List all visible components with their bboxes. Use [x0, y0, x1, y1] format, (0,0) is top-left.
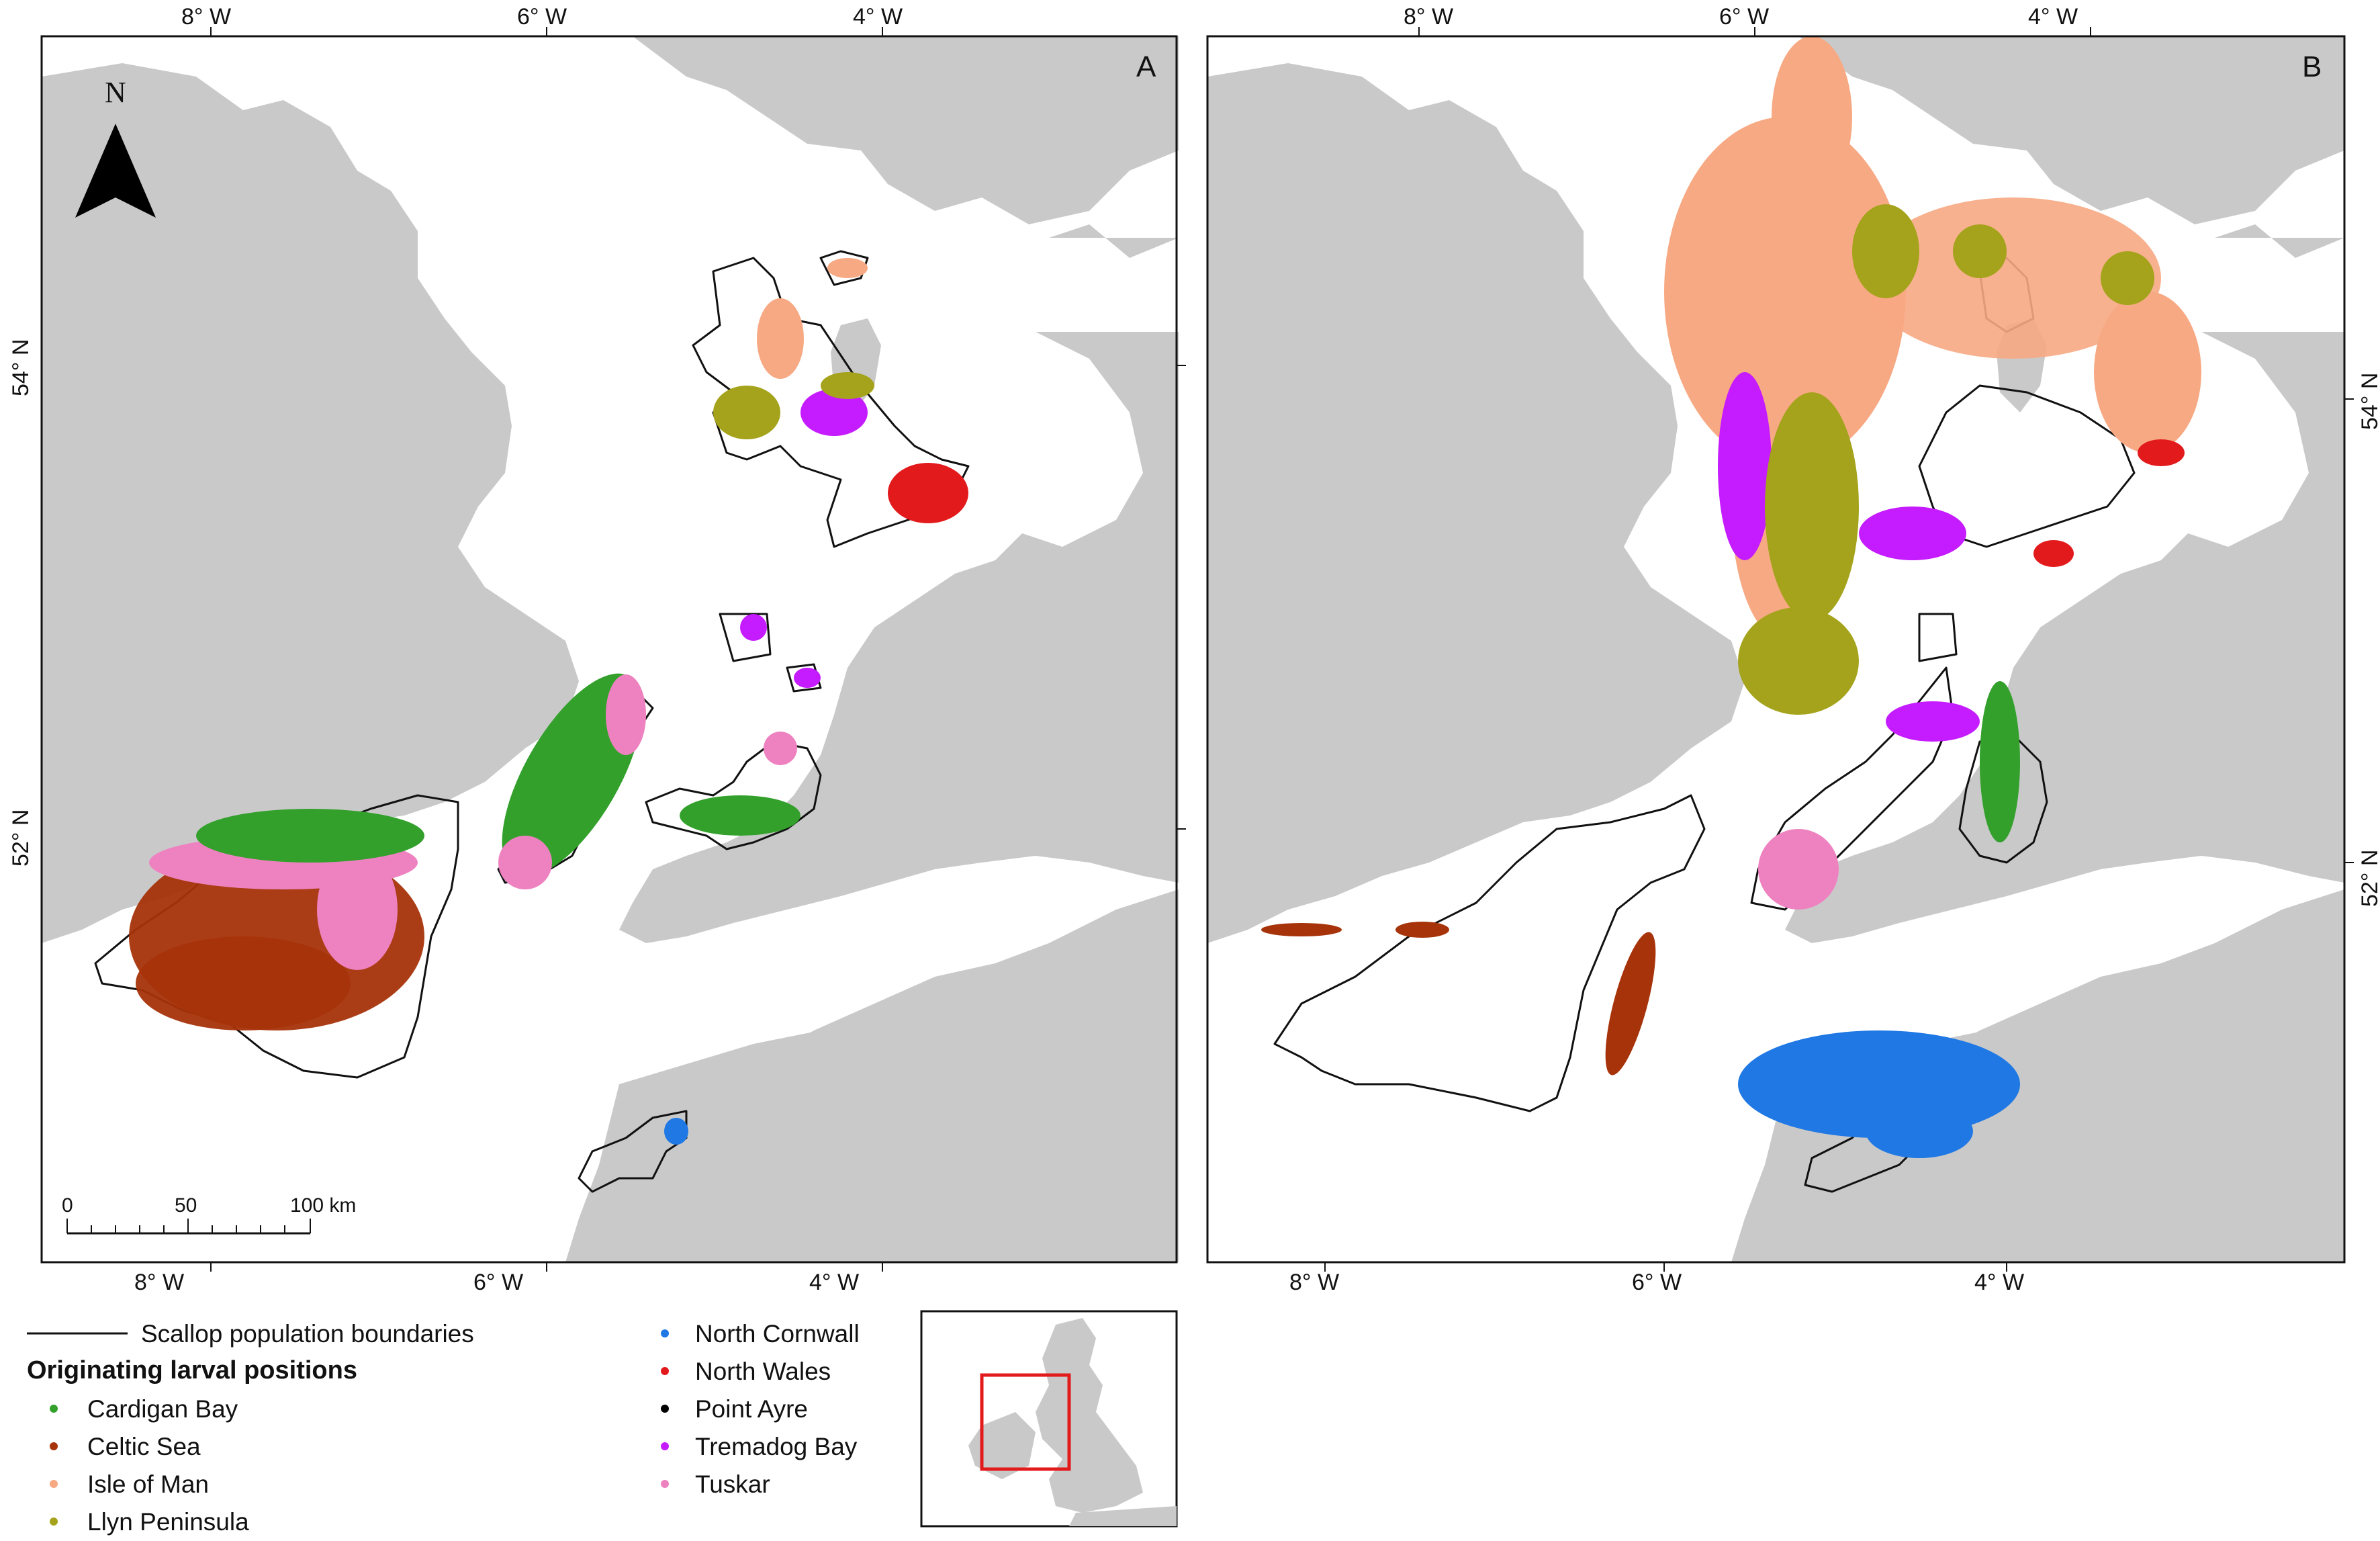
- scale-tick-50: 50: [175, 1194, 197, 1217]
- panel-a-larval-clouds: [129, 258, 968, 1145]
- scale-tick-0: 0: [62, 1194, 73, 1217]
- panel-a-label: A: [1136, 50, 1156, 83]
- panel-a-lat-tick-52n: 52° N: [8, 809, 34, 867]
- panel-a-ticks: [210, 27, 1186, 1272]
- legend-label-llyn-peninsula: Llyn Peninsula: [87, 1508, 249, 1536]
- panel-b-bottom-tick-8w: 8° W: [1289, 1270, 1339, 1295]
- panel-a: A N 0 50 100 km: [40, 27, 1186, 1272]
- legend-label-cardigan-bay: Cardigan Bay: [87, 1395, 238, 1423]
- scale-bar: 0 50 100 km: [62, 1194, 356, 1235]
- legend-swatch-north-cornwall: [661, 1329, 669, 1337]
- north-arrow-icon: [116, 124, 156, 218]
- legend-swatch-llyn-peninsula: [50, 1517, 58, 1526]
- inset-frame: [980, 1373, 1071, 1471]
- legend-swatch-tremadog-bay: [661, 1442, 669, 1450]
- north-arrow: N: [75, 76, 156, 218]
- panel-b-bottom-tick-4w: 4° W: [1974, 1270, 2024, 1295]
- panel-b-bottom-tick-6w: 6° W: [1632, 1270, 1682, 1295]
- panel-b-lat-tick-54n: 54° N: [2357, 373, 2380, 430]
- legend-swatch-tuskar: [661, 1480, 669, 1488]
- legend-label-isle-of-man: Isle of Man: [87, 1470, 209, 1498]
- panel-a-lat-tick-54n: 54° N: [8, 339, 34, 396]
- legend-swatch-north-wales: [661, 1367, 669, 1375]
- panel-b-label: B: [2302, 50, 2322, 83]
- legend-label-tremadog-bay: Tremadog Bay: [695, 1433, 858, 1460]
- legend-label-celtic-sea: Celtic Sea: [87, 1433, 201, 1460]
- panel-a-bottom-tick-8w: 8° W: [134, 1270, 184, 1295]
- panel-b: B: [1206, 27, 2354, 1272]
- panel-a-top-tick-4w: 4° W: [853, 4, 903, 30]
- north-arrow-label: N: [105, 76, 126, 109]
- legend-label-tuskar: Tuskar: [695, 1470, 770, 1498]
- legend-swatch-cardigan-bay: [50, 1405, 58, 1413]
- panel-a-bottom-tick-4w: 4° W: [809, 1270, 859, 1295]
- legend: Scallop population boundaries Originatin…: [27, 1320, 860, 1536]
- panel-a-bottom-tick-6w: 6° W: [473, 1270, 523, 1295]
- inset-map: [920, 1310, 1178, 1528]
- panel-b-top-tick-6w: 6° W: [1719, 4, 1769, 30]
- panel-b-top-tick-4w: 4° W: [2028, 4, 2078, 30]
- panel-b-larval-clouds: [1261, 36, 2201, 1158]
- panel-b-top-tick-8w: 8° W: [1404, 4, 1453, 30]
- panel-b-ticks: [1324, 27, 2354, 1272]
- legend-label-point-ayre: Point Ayre: [695, 1395, 808, 1423]
- legend-heading: Originating larval positions: [27, 1356, 357, 1384]
- panel-a-top-tick-8w: 8° W: [181, 4, 231, 30]
- legend-swatch-isle-of-man: [50, 1480, 58, 1488]
- panel-b-lat-tick-52n: 52° N: [2357, 850, 2380, 907]
- legend-boundary-label: Scallop population boundaries: [141, 1320, 474, 1348]
- legend-swatch-celtic-sea: [50, 1442, 58, 1450]
- legend-label-north-wales: North Wales: [695, 1358, 831, 1385]
- legend-label-north-cornwall: North Cornwall: [695, 1320, 860, 1348]
- scale-tick-100: 100 km: [290, 1194, 356, 1217]
- panel-a-top-tick-6w: 6° W: [517, 4, 567, 30]
- legend-swatch-point-ayre: [661, 1405, 669, 1413]
